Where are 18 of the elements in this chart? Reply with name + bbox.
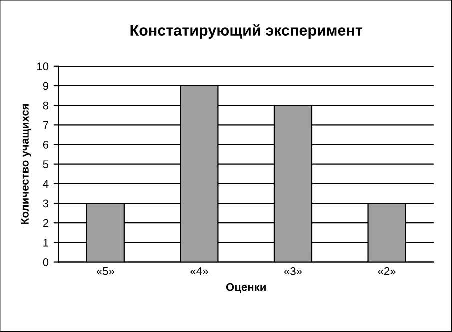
y-tick-label: 0 xyxy=(43,258,49,266)
y-tick-label: 5 xyxy=(43,160,49,168)
y-tick-label: 9 xyxy=(43,82,49,90)
y-tick-label: 7 xyxy=(43,122,48,130)
y-tick-label: 2 xyxy=(43,219,48,228)
x-tick-label: «4» xyxy=(190,268,208,276)
y-tick-label: 4 xyxy=(43,180,49,188)
x-tick-label: «2» xyxy=(378,267,396,276)
y-tick-label: 3 xyxy=(43,200,49,208)
y-axis-title: Количество учащихся xyxy=(21,104,32,224)
x-axis-title: Оценки xyxy=(226,283,266,294)
chart-title: Констатирующий эксперимент xyxy=(130,24,362,40)
y-tick-label: 6 xyxy=(43,141,49,149)
x-tick-label: «5» xyxy=(96,268,114,276)
y-tick-label: 1 xyxy=(44,239,48,247)
x-tick-label: «3» xyxy=(284,267,302,276)
y-tick-label: 10 xyxy=(38,62,49,71)
y-tick-label: 8 xyxy=(43,102,49,110)
